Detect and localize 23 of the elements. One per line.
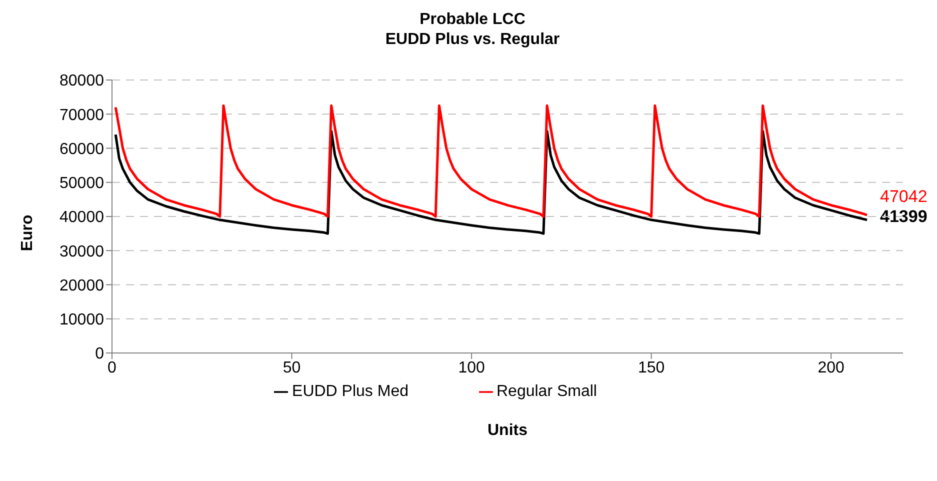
y-tick-label: 50000 [60,175,104,192]
x-tick-label: 100 [458,359,485,376]
y-axis-title: Euro [19,214,37,252]
legend-label: EUDD Plus Med [292,383,408,400]
y-tick-label: 20000 [60,277,104,294]
y-tick-label: 0 [95,346,104,363]
y-tick-label: 70000 [60,106,104,124]
x-tick-label: 200 [818,359,845,376]
annotation: 41399 [880,207,928,227]
legend-label: Regular Small [496,383,597,400]
line-series [114,104,868,218]
y-tick-label: 40000 [60,209,104,226]
x-tick-label: 50 [282,359,301,376]
annotation: 47042 [880,187,928,207]
y-tick-label: 60000 [60,140,104,158]
y-tick-label: 30000 [60,243,104,260]
chart-title: Probable LCC [418,10,526,30]
chart-subtitle: EUDD Plus vs. Regular [384,30,561,50]
y-tick-label: 10000 [60,312,104,329]
x-tick-label: 150 [638,359,665,376]
y-tick-label: 80000 [60,72,104,90]
x-tick-label: 0 [108,359,117,376]
x-axis-title: Units [486,422,528,440]
